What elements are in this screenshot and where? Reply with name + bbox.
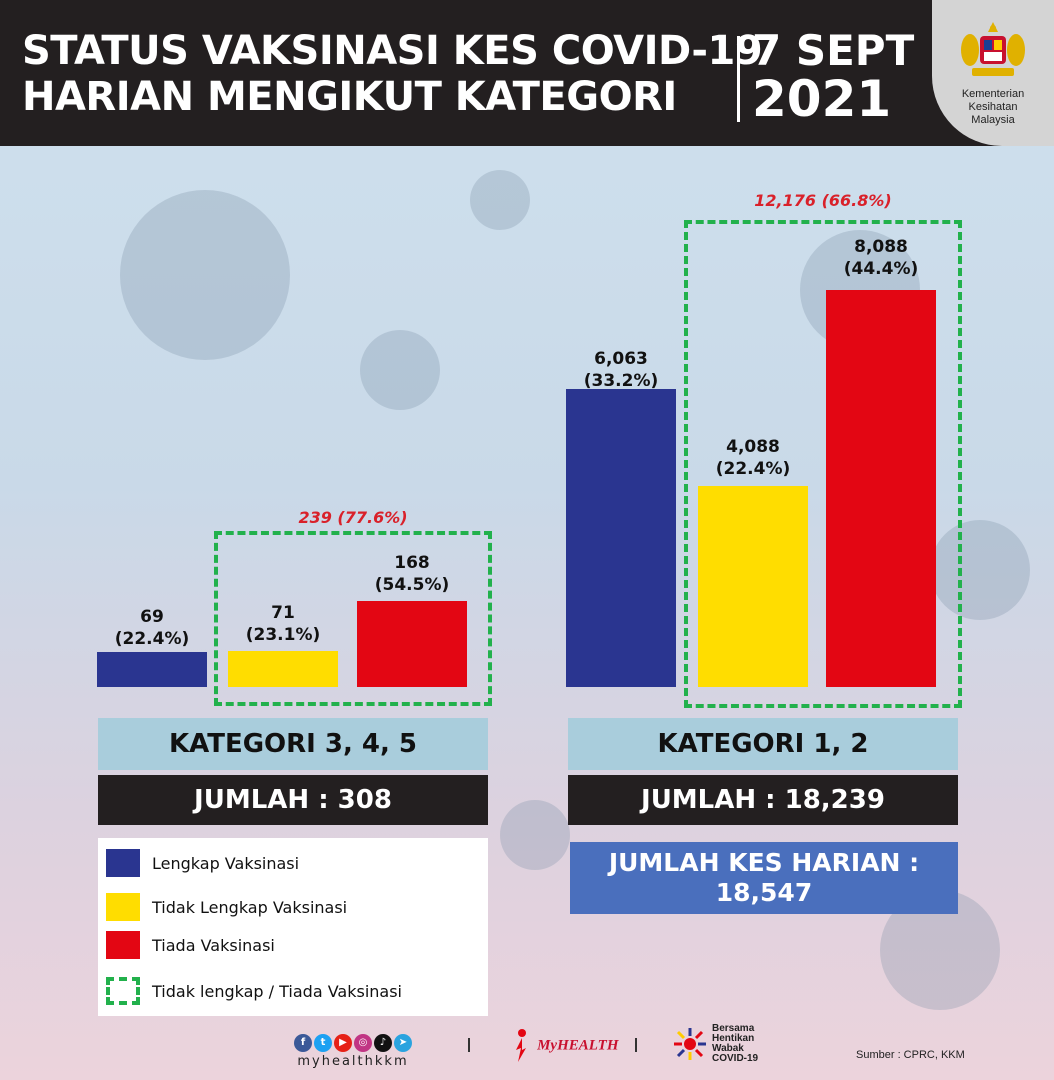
malaysia-crest-icon [961, 22, 1025, 76]
ministry-name-line: Malaysia [971, 114, 1015, 126]
bar-percent-label: (44.4%) [843, 259, 919, 279]
date-day-month: 7 SEPT [752, 26, 915, 75]
facebook-icon[interactable]: f [294, 1034, 312, 1052]
virus-decoration [930, 520, 1030, 620]
legend-swatch-tidak-lengkap [106, 893, 140, 921]
bar-tiada [826, 290, 936, 687]
ministry-logo-tab: Kementerian Kesihatan Malaysia [932, 0, 1054, 146]
ministry-name: Kementerian Kesihatan Malaysia [938, 88, 1048, 127]
legend-item: Tidak Lengkap Vaksinasi [106, 892, 347, 922]
bersama-line: COVID-19 [712, 1053, 759, 1064]
legend-label: Lengkap Vaksinasi [152, 853, 300, 873]
myhealth-logo: MyHEALTH [512, 1028, 619, 1064]
tiktok-icon[interactable]: ♪ [374, 1034, 392, 1052]
bersama-logo: Bersama Hentikan Wabak COVID-19 [672, 1024, 758, 1064]
bar-label: 8,088 (44.4%) [826, 236, 936, 280]
virus-decoration [500, 800, 570, 870]
bar-percent-label: (33.2%) [583, 371, 659, 391]
youtube-icon[interactable]: ▶ [334, 1034, 352, 1052]
social-icons: f t ▶ ◎ ♪ ➤ [278, 1030, 428, 1052]
bar-label: 69 (22.4%) [97, 606, 207, 650]
bar-tidak-lengkap [228, 651, 338, 687]
virus-decoration [120, 190, 290, 360]
source-note: Sumber : CPRC, KKM [856, 1049, 965, 1061]
covid-burst-icon [674, 1028, 706, 1060]
legend-item: Lengkap Vaksinasi [106, 848, 299, 878]
category-total: JUMLAH : 18,239 [568, 775, 958, 825]
myhealth-wordmark: MyHEALTH [537, 1037, 619, 1054]
bar-lengkap [566, 389, 676, 687]
daily-total-box: JUMLAH KES HARIAN : 18,547 [570, 842, 958, 914]
daily-total-label: JUMLAH KES HARIAN : [608, 848, 920, 877]
telegram-icon[interactable]: ➤ [394, 1034, 412, 1052]
category-label: KATEGORI 3, 4, 5 [98, 718, 488, 770]
category-label: KATEGORI 1, 2 [568, 718, 958, 770]
social-block: f t ▶ ◎ ♪ ➤ myhealthkkm [278, 1030, 428, 1069]
bar-lengkap [97, 652, 207, 687]
header-banner: STATUS VAKSINASI KES COVID-19 HARIAN MEN… [0, 0, 1054, 146]
bar-value-label: 6,063 [594, 349, 648, 369]
virus-decoration [360, 330, 440, 410]
dashed-highlight-box [214, 531, 492, 706]
bar-value-label: 8,088 [854, 237, 908, 257]
bar-percent-label: (22.4%) [715, 459, 791, 479]
bar-label: 4,088 (22.4%) [698, 436, 808, 480]
bar-percent-label: (22.4%) [114, 629, 190, 649]
title-divider [737, 36, 740, 122]
daily-total-value: 18,547 [715, 878, 813, 907]
title-line-2: HARIAN MENGIKUT KATEGORI [22, 74, 677, 120]
highlight-total-label: 12,176 (66.8%) [754, 191, 892, 210]
bar-value-label: 71 [271, 603, 295, 623]
legend-label: Tiada Vaksinasi [152, 935, 275, 955]
bar-value-label: 69 [140, 607, 164, 627]
ministry-name-line: Kementerian [961, 88, 1025, 100]
ministry-name-line: Kesihatan [968, 101, 1018, 113]
legend-swatch-lengkap [106, 849, 140, 877]
bar-label: 168 (54.5%) [357, 552, 467, 596]
title-line-1: STATUS VAKSINASI KES COVID-19 [22, 28, 763, 74]
footer-separator [468, 1038, 470, 1052]
bersama-line: Bersama [712, 1023, 755, 1034]
legend: Lengkap Vaksinasi Tidak Lengkap Vaksinas… [98, 838, 488, 1016]
bar-label: 71 (23.1%) [228, 602, 338, 646]
bar-label: 6,063 (33.2%) [566, 348, 676, 392]
legend-swatch-dashed [106, 977, 140, 1005]
instagram-icon[interactable]: ◎ [354, 1034, 372, 1052]
highlight-total-label: 239 (77.6%) [298, 508, 408, 527]
legend-label: Tidak lengkap / Tiada Vaksinasi [152, 981, 402, 1001]
bersama-text: Bersama Hentikan Wabak COVID-19 [712, 1024, 758, 1064]
bersama-line: Wabak [712, 1043, 744, 1054]
date-year: 2021 [752, 70, 892, 128]
virus-decoration [470, 170, 530, 230]
bar-tiada [357, 601, 467, 687]
bar-percent-label: (54.5%) [374, 575, 450, 595]
legend-swatch-tiada [106, 931, 140, 959]
bar-value-label: 4,088 [726, 437, 780, 457]
social-handle: myhealthkkm [297, 1054, 409, 1069]
legend-item: Tiada Vaksinasi [106, 930, 275, 960]
category-total: JUMLAH : 308 [98, 775, 488, 825]
bersama-line: Hentikan [712, 1033, 755, 1044]
legend-item: Tidak lengkap / Tiada Vaksinasi [106, 976, 402, 1006]
bar-percent-label: (23.1%) [245, 625, 321, 645]
bar-tidak-lengkap [698, 486, 808, 687]
legend-label: Tidak Lengkap Vaksinasi [152, 897, 348, 917]
dashed-highlight-box [684, 220, 962, 708]
footer-separator [635, 1038, 637, 1052]
bar-value-label: 168 [394, 553, 430, 573]
myhealth-figure-icon [516, 1029, 526, 1062]
twitter-icon[interactable]: t [314, 1034, 332, 1052]
